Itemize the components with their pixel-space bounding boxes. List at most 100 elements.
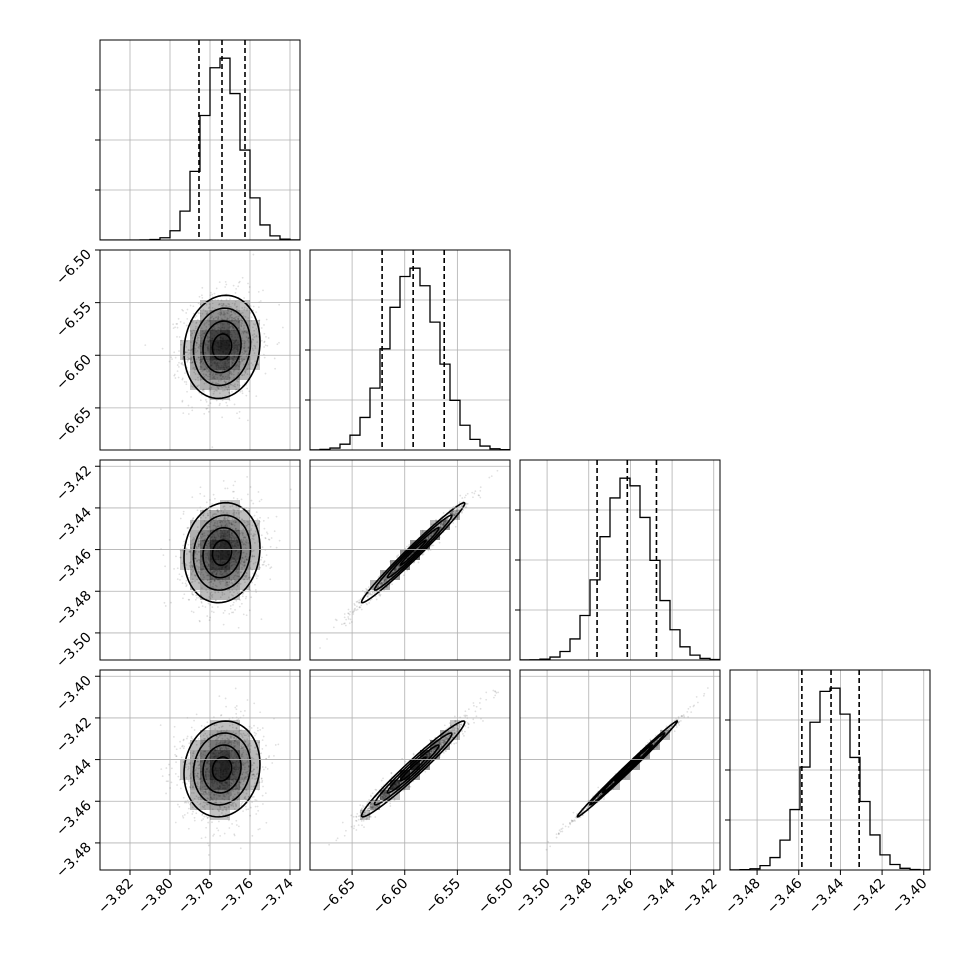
sample-point — [206, 797, 209, 800]
sample-point — [210, 316, 213, 319]
sample-point — [192, 792, 195, 794]
sample-point — [254, 583, 256, 586]
y-tick-label-1-3: −6.50 — [53, 247, 95, 289]
sample-point — [206, 514, 209, 517]
sample-point — [273, 530, 276, 533]
sample-point — [238, 280, 241, 283]
density-cell — [200, 330, 210, 340]
sample-point — [431, 544, 433, 547]
sample-point — [176, 370, 179, 373]
sample-point — [164, 605, 167, 607]
sample-point — [239, 710, 242, 713]
sample-point — [216, 522, 219, 525]
sample-point — [249, 589, 252, 592]
panel-frame-1-1 — [309, 249, 511, 451]
sample-point — [176, 364, 179, 366]
sample-point — [194, 316, 196, 319]
sample-point — [451, 510, 454, 513]
density-cell — [250, 320, 260, 330]
sample-point — [203, 390, 205, 393]
sample-point — [215, 585, 218, 588]
sample-point — [205, 589, 208, 591]
sample-point — [209, 499, 211, 501]
sample-point — [254, 589, 257, 591]
sample-point — [193, 557, 196, 560]
sample-point — [453, 514, 456, 516]
sample-point — [214, 316, 217, 319]
sample-point — [210, 521, 212, 523]
sample-point — [189, 357, 192, 360]
sample-point — [241, 773, 244, 776]
sample-point — [208, 525, 210, 528]
sample-point — [207, 307, 210, 310]
sample-point — [245, 369, 247, 372]
density-cell — [200, 530, 210, 540]
sample-point — [260, 777, 263, 780]
sample-point — [239, 390, 242, 393]
sample-point — [251, 537, 254, 540]
sample-point — [241, 531, 243, 534]
sample-point — [226, 581, 229, 584]
sample-point — [188, 535, 191, 538]
sample-point — [461, 510, 463, 513]
sample-point — [261, 556, 263, 559]
sample-point — [245, 558, 248, 561]
density-cell — [200, 370, 210, 380]
sample-point — [209, 317, 212, 319]
sample-point — [380, 583, 383, 586]
sample-point — [462, 509, 465, 511]
sample-point — [196, 339, 199, 341]
sample-point — [196, 526, 199, 528]
sample-point — [234, 316, 236, 319]
sample-point — [252, 349, 255, 352]
sample-point — [195, 341, 198, 344]
sample-point — [199, 312, 202, 315]
sample-point — [259, 566, 262, 569]
sample-point — [218, 519, 221, 522]
sample-point — [247, 317, 250, 319]
sample-point — [233, 524, 236, 527]
sample-point — [186, 308, 189, 311]
sample-point — [216, 382, 219, 385]
sample-point — [211, 503, 213, 505]
sample-point — [265, 318, 268, 321]
sample-point — [384, 580, 387, 583]
sample-point — [376, 586, 378, 589]
sample-point — [187, 349, 190, 351]
sample-point — [390, 573, 392, 576]
sample-point — [241, 359, 244, 362]
contour-2-0-0 — [211, 539, 233, 567]
sample-point — [247, 733, 249, 735]
sample-point — [257, 306, 260, 309]
sample-point — [460, 505, 463, 508]
sample-point — [452, 513, 455, 515]
sample-point — [265, 821, 268, 824]
sample-point — [227, 596, 230, 599]
sample-point — [195, 812, 198, 815]
sample-point — [200, 819, 203, 822]
sample-point — [368, 602, 370, 604]
sample-point — [231, 803, 234, 805]
sample-point — [239, 318, 242, 321]
sample-point — [224, 280, 227, 283]
sample-point — [253, 533, 255, 535]
sample-point — [250, 533, 253, 536]
density-cell — [230, 310, 240, 320]
sample-point — [201, 814, 204, 816]
sample-point — [181, 378, 184, 381]
sample-point — [182, 739, 185, 742]
sample-point — [230, 306, 232, 308]
sample-point — [197, 568, 200, 570]
sample-point — [250, 362, 253, 365]
density-cell — [210, 570, 220, 580]
sample-point — [206, 311, 209, 313]
sample-point — [201, 740, 203, 743]
sample-point — [367, 586, 370, 589]
sample-point — [456, 516, 459, 519]
sample-point — [194, 325, 197, 328]
density-cell — [230, 380, 240, 390]
sample-point — [252, 549, 255, 552]
sample-point — [224, 584, 227, 587]
density-cell — [190, 320, 200, 330]
density-cell — [220, 540, 230, 550]
